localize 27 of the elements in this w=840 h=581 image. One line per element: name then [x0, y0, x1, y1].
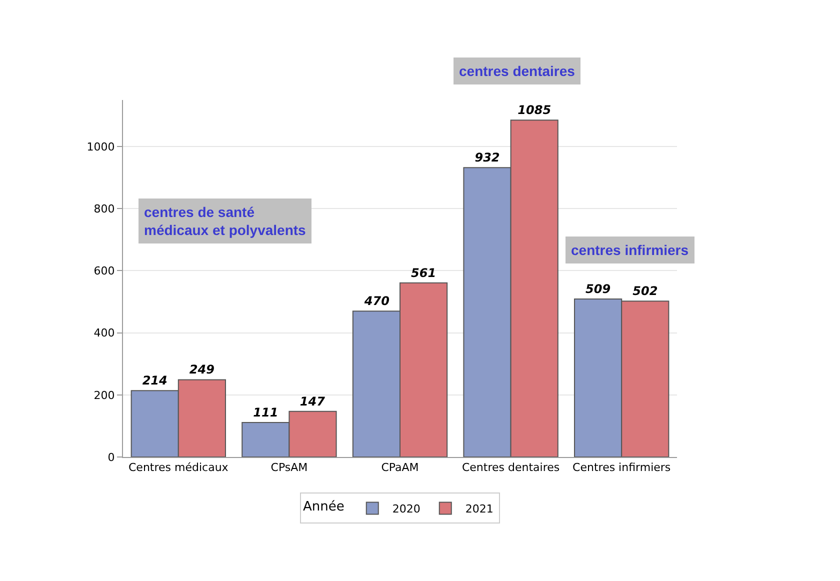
x-tick-label: CPsAM — [270, 461, 308, 474]
text: centres dentaires — [459, 63, 576, 79]
x-tick-label: Centres dentaires — [462, 461, 560, 474]
x-tick-label: CPaAM — [381, 461, 419, 474]
data-label: 561 — [411, 266, 436, 280]
y-tick-label: 600 — [94, 264, 115, 278]
y-tick-label: 0 — [108, 450, 115, 464]
data-label: 111 — [253, 406, 278, 420]
x-tick-label: Centres infirmiers — [572, 461, 671, 474]
data-label: 470 — [363, 294, 390, 308]
data-label: 249 — [189, 362, 214, 377]
data-label: 147 — [300, 394, 326, 408]
y-tick-label: 800 — [94, 202, 115, 216]
annotation: centres de santé médicaux et polyvalents — [144, 204, 306, 238]
annotation: centres infirmiers — [571, 242, 689, 258]
y-tick-label: 1000 — [86, 140, 115, 154]
y-tick-label: 200 — [94, 388, 115, 402]
legend-label: 2021 — [465, 502, 494, 516]
x-tick-label: Centres médicaux — [128, 461, 229, 474]
data-label: 214 — [142, 374, 168, 388]
data-label: 509 — [586, 282, 611, 296]
y-tick-label: 400 — [94, 326, 115, 340]
legend-label: 2020 — [392, 502, 420, 516]
legend-title: Année — [303, 500, 344, 515]
data-label: 502 — [632, 284, 658, 298]
data-label: 1085 — [518, 103, 552, 118]
data-label: 932 — [474, 150, 500, 165]
